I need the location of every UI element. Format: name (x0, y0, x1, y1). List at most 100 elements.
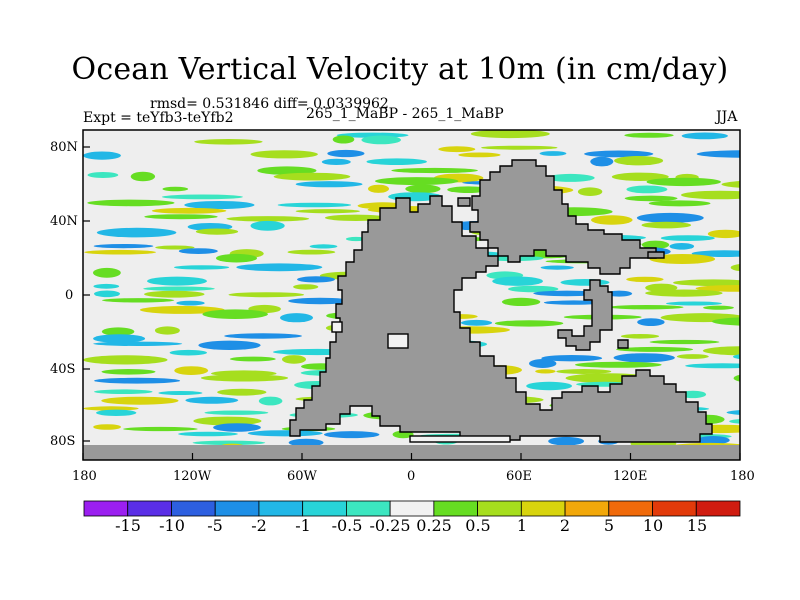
velocity-streak (624, 195, 678, 202)
velocity-streak (606, 290, 633, 297)
velocity-streak (250, 150, 318, 159)
island-east-a (647, 251, 665, 259)
experiment-label: Expt = teYfb3-teYfb2 (83, 110, 234, 126)
velocity-streak (613, 353, 675, 363)
velocity-streak (154, 326, 180, 335)
velocity-streak (102, 298, 175, 303)
island-north-a (457, 197, 471, 207)
velocity-streak (556, 369, 612, 374)
velocity-streak (228, 292, 305, 298)
velocity-streak (123, 426, 198, 432)
colorbar-label: -0.5 (331, 516, 363, 535)
velocity-streak (696, 436, 730, 445)
velocity-streak (676, 354, 709, 359)
velocity-streak (636, 212, 704, 223)
velocity-streak (685, 363, 740, 369)
velocity-streak (288, 438, 324, 447)
velocity-streak (198, 340, 261, 350)
velocity-streak (277, 202, 352, 208)
colorbar-label: 1 (516, 516, 528, 535)
velocity-streak (730, 264, 740, 272)
velocity-streak (130, 171, 156, 182)
velocity-streak (626, 276, 664, 283)
velocity-streak (560, 279, 610, 286)
x-tick-label: 0 (407, 469, 416, 484)
velocity-streak (250, 220, 285, 231)
colorbar-box (608, 500, 653, 517)
x-tick-label: 120W (173, 469, 212, 484)
velocity-streak (584, 150, 654, 158)
colorbar-label: -0.25 (369, 516, 411, 535)
velocity-streak (526, 381, 572, 391)
velocity-streak (193, 416, 262, 426)
velocity-streak (143, 286, 215, 291)
colorbar-box (258, 500, 304, 517)
velocity-streak (391, 167, 478, 174)
velocity-streak (611, 172, 669, 181)
velocity-streak (96, 409, 137, 416)
velocity-streak (327, 149, 365, 158)
velocity-streak (93, 341, 183, 346)
velocity-streak (297, 276, 335, 283)
velocity-streak (217, 388, 267, 396)
velocity-streak (669, 243, 695, 250)
velocity-streak (93, 424, 121, 430)
colorbar-label: -5 (207, 516, 223, 535)
velocity-streak (93, 244, 154, 249)
velocity-streak (101, 369, 156, 375)
colorbar-box (477, 500, 522, 517)
ice-patch-b (331, 321, 343, 333)
velocity-streak (540, 265, 574, 270)
colorbar-box (520, 500, 566, 517)
colorbar-box (214, 500, 260, 517)
velocity-streak (641, 240, 670, 249)
velocity-streak (204, 410, 269, 415)
y-tick-label: 40N (50, 214, 78, 229)
velocity-streak (721, 181, 740, 188)
velocity-streak (648, 200, 711, 207)
velocity-streak (247, 430, 323, 437)
velocity-streak (375, 177, 459, 186)
velocity-streak (733, 354, 740, 360)
colorbar-box (83, 500, 129, 517)
colorbar-label: -10 (159, 516, 185, 535)
colorbar-box (695, 500, 741, 517)
velocity-streak (641, 221, 692, 229)
velocity-streak (332, 135, 355, 144)
colorbar-label: 0.5 (465, 516, 491, 535)
velocity-streak (144, 290, 205, 298)
velocity-streak (681, 132, 728, 140)
x-tick-label: 180 (72, 469, 97, 484)
velocity-streak (295, 181, 363, 188)
velocity-streak (216, 253, 257, 263)
velocity-streak (609, 305, 684, 310)
colorbar-box (302, 500, 347, 517)
colorbar-box (127, 500, 172, 517)
colorbar-box (389, 500, 435, 517)
colorbar-label: 2 (559, 516, 571, 535)
velocity-streak (574, 361, 662, 368)
velocity-streak (93, 283, 120, 289)
velocity-streak (293, 284, 319, 290)
velocity-streak (649, 254, 716, 264)
velocity-streak (192, 440, 266, 445)
velocity-streak (460, 319, 493, 326)
velocity-streak (176, 300, 205, 306)
velocity-streak (470, 130, 550, 139)
velocity-streak (729, 419, 740, 424)
ice-patch-a (387, 333, 409, 349)
velocity-streak (101, 396, 179, 405)
velocity-streak (541, 355, 603, 362)
velocity-streak (546, 173, 595, 182)
velocity-streak (93, 334, 146, 343)
velocity-streak (345, 236, 367, 242)
velocity-streak (321, 158, 351, 165)
velocity-streak (174, 366, 209, 375)
velocity-streak (195, 228, 239, 235)
velocity-streak (366, 158, 427, 165)
velocity-streak (94, 389, 153, 395)
colorbar-box (433, 500, 478, 517)
velocity-streak (151, 207, 227, 214)
velocity-streak (174, 265, 230, 270)
velocity-streak (287, 249, 336, 255)
